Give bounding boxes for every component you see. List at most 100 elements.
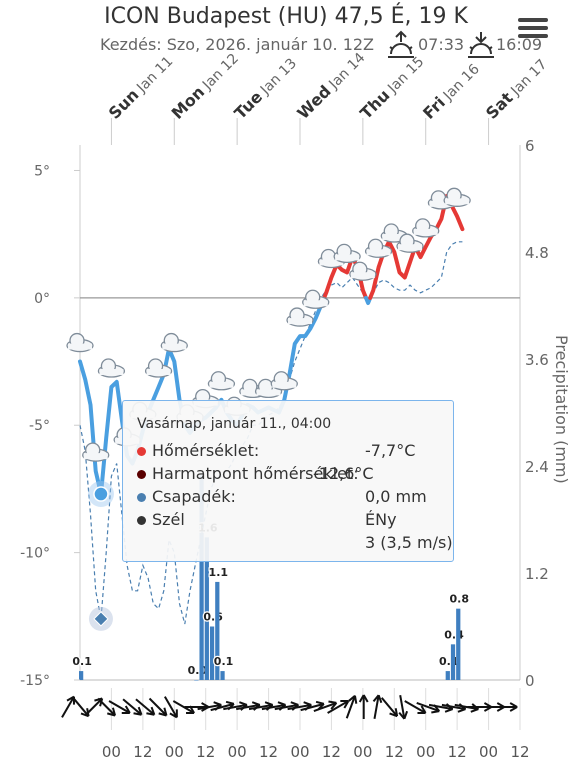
- sunrise-time: 07:33: [418, 35, 465, 54]
- wind-arrow-icon: [108, 700, 131, 714]
- cloud-icon-fill: [146, 369, 171, 376]
- x-tick-label: 00: [102, 743, 121, 761]
- sunset-icon: [468, 32, 494, 58]
- precip-label: 0.1: [439, 655, 459, 668]
- wind-arrow-shaft: [108, 700, 131, 714]
- hover-point-temperature: [93, 486, 109, 502]
- sunset-time: 16:09: [496, 35, 543, 54]
- precip-label: 0.4: [444, 628, 464, 641]
- cloud-icon-fill: [350, 272, 375, 279]
- precip-bar: [204, 537, 209, 680]
- wind-arrow-shaft: [135, 698, 155, 716]
- day-date: Jan 12: [199, 51, 242, 94]
- precip-bar: [194, 680, 199, 681]
- wind-arrow-shaft: [163, 696, 178, 718]
- hamburger-icon[interactable]: [518, 18, 548, 44]
- wind-arrow-shaft: [236, 703, 260, 711]
- x-tick-label: 12: [196, 743, 215, 761]
- precip-label: 0.1: [72, 655, 92, 668]
- wind-arrow-shaft: [345, 695, 356, 719]
- x-tick-label: 00: [165, 743, 184, 761]
- x-tick-label: 00: [416, 743, 435, 761]
- cloud-icon: [270, 371, 298, 391]
- cloud-icon: [302, 289, 330, 309]
- y-right-label: 2.4: [525, 458, 549, 476]
- x-tick-label: 00: [353, 743, 372, 761]
- cloud-icon: [443, 187, 471, 207]
- y-left-label: 0°: [34, 291, 50, 307]
- wind-arrow-head: [348, 694, 358, 704]
- wind-arrow-shaft: [223, 703, 248, 711]
- precip-label: 0.0: [188, 664, 208, 677]
- cloud-icon: [207, 371, 236, 391]
- wind-arrow-head: [107, 707, 117, 717]
- cloud-icon-fill: [240, 389, 265, 396]
- wind-arrow-icon: [380, 697, 399, 718]
- day-label-1: MonJan 12: [168, 48, 242, 122]
- wind-arrow-shaft: [122, 698, 143, 716]
- day-name: Thu: [356, 86, 393, 123]
- day-label-5: FriJan 16: [419, 59, 483, 123]
- wind-arrow-icon: [148, 697, 168, 717]
- day-label-0: SunJan 11: [105, 51, 177, 123]
- wind-arrow-shaft: [441, 703, 466, 711]
- wind-arrow-shaft: [416, 701, 440, 713]
- wind-arrow-shaft: [261, 703, 286, 711]
- day-name: Wed: [293, 82, 334, 123]
- cloud-icon-fill: [398, 244, 422, 251]
- wind-arrow-icon: [404, 700, 427, 714]
- precip-bar: [220, 671, 225, 680]
- wind-arrow-head: [121, 705, 131, 714]
- tooltip-value-temperature: -7,7°C: [365, 441, 416, 460]
- precip-bar: [209, 626, 215, 680]
- x-tick-label: 00: [290, 743, 309, 761]
- tooltip-value-wind: ÉNy: [365, 510, 397, 529]
- wind-arrow-icon: [358, 694, 369, 719]
- wind-arrow-head: [509, 702, 518, 712]
- wind-arrow-shaft: [197, 703, 222, 711]
- wind-arrow-icon: [72, 697, 90, 718]
- wind-arrow-head: [417, 705, 427, 714]
- precip-label: 0.1: [214, 655, 234, 668]
- tooltip-value-wind-speed: 3 (3,5 m/s): [365, 533, 453, 552]
- precip-label: 0.6: [203, 611, 223, 624]
- cloud-icon-fill: [272, 381, 297, 388]
- hover-point-dewpoint: [93, 611, 109, 627]
- wind-arrow-shaft: [287, 703, 312, 711]
- y-right-label: 4.8: [525, 244, 549, 262]
- wind-arrow-head: [328, 700, 338, 710]
- day-name: Sat: [482, 88, 517, 123]
- x-tick-label: 12: [510, 743, 529, 761]
- y-right-label: 6: [525, 137, 535, 155]
- cloud-icon: [364, 238, 393, 258]
- y-right-label: 0: [525, 672, 535, 690]
- day-date: Jan 15: [384, 54, 427, 97]
- wind-arrow-icon: [97, 697, 117, 717]
- wind-arrow-icon: [398, 695, 409, 720]
- wind-arrow-shaft: [97, 697, 116, 717]
- precip-bar: [79, 671, 84, 680]
- tooltip: Vasárnap, január 11., 04:00 Hőmérséklet:…: [122, 400, 454, 562]
- day-date: Jan 14: [325, 50, 368, 93]
- y-right-axis-title: Precipitation (mm): [552, 335, 571, 484]
- wind-arrow-shaft: [454, 703, 479, 711]
- cloud-icon-fill: [445, 198, 470, 205]
- tooltip-row-temperature: Hőmérséklet:: [137, 441, 259, 460]
- cloud-icon-fill: [413, 228, 438, 235]
- wind-arrow-shaft: [148, 697, 168, 717]
- wind-arrow-shaft: [380, 697, 398, 717]
- tooltip-value-precipitation: 0,0 mm: [365, 487, 427, 506]
- precip-label: 0.8: [450, 593, 470, 606]
- cloud-icon-fill: [99, 369, 124, 376]
- y-left-label: 5°: [34, 163, 50, 179]
- wind-arrow-shaft: [274, 703, 299, 711]
- wind-arrow-head: [146, 706, 156, 716]
- tooltip-header: Vasárnap, január 11., 04:00: [137, 416, 332, 432]
- cloud-icon-fill: [288, 318, 312, 325]
- x-tick-label: 12: [385, 743, 404, 761]
- day-date: Jan 16: [440, 61, 483, 104]
- precip-bar: [215, 581, 220, 680]
- wind-arrow-shaft: [61, 696, 75, 718]
- wind-arrow-icon: [493, 702, 518, 712]
